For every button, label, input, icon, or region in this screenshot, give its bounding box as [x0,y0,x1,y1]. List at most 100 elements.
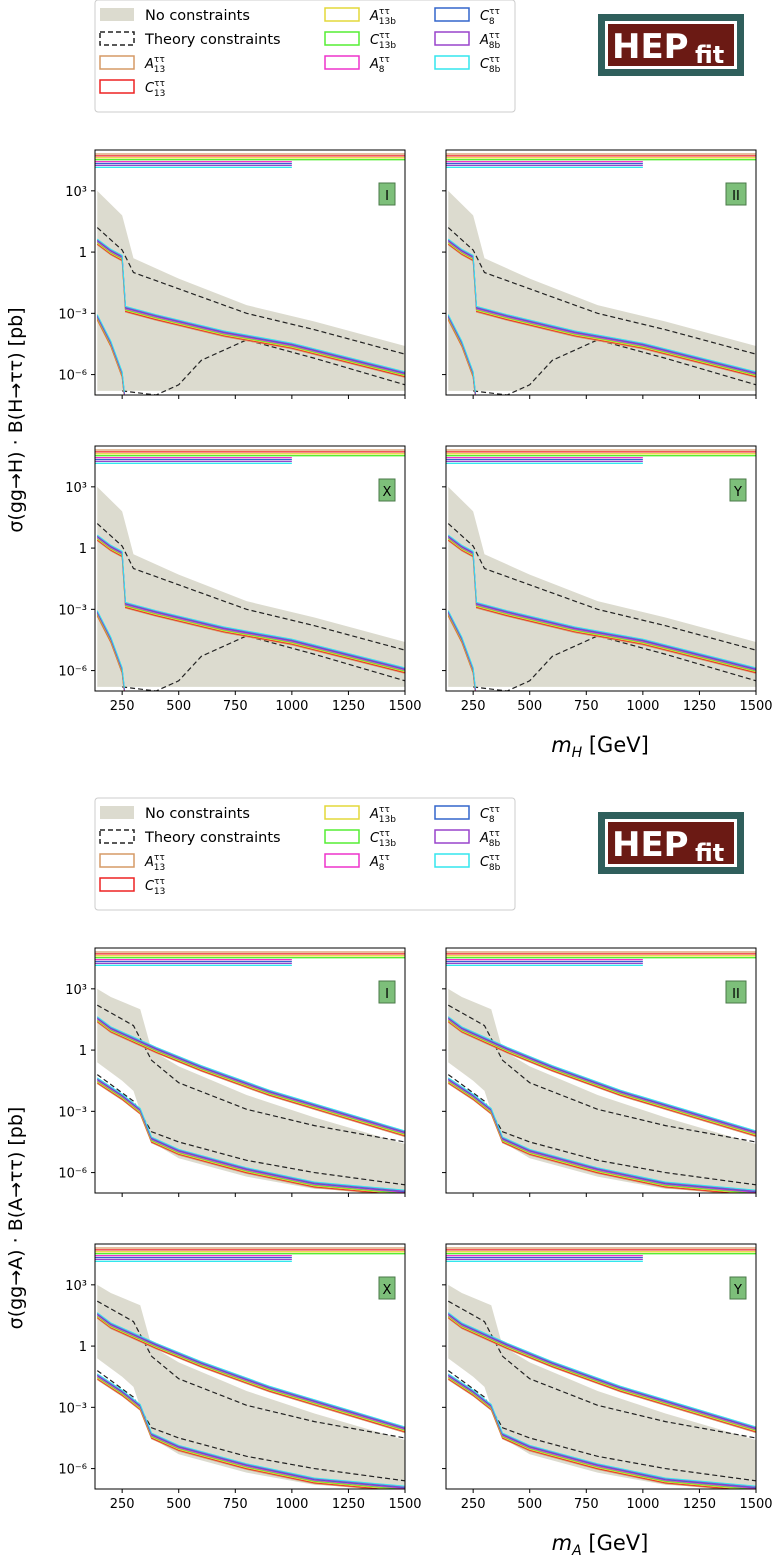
legend-swatch-c13b [324,31,360,46]
limit-curve-c13 [447,539,756,674]
y-axis-label: σ(gg→H) · B(H→ττ) [pb] [5,307,27,532]
panel-plot-area [446,951,756,1193]
logo-fill [608,822,734,864]
limit-curve-a13 [447,244,756,378]
limit-curve-c8b [447,1312,756,1428]
limit-curve-c13 [447,1317,756,1433]
limit-curve-c8 [96,240,405,374]
limit-curve-a8b [96,1017,405,1133]
limit-curve-low-a8 [96,1375,405,1489]
x-tick-label: 500 [517,1497,542,1512]
y-axis-label: σ(gg→A) · B(A→ττ) [pb] [5,1107,27,1330]
limit-curve-low-c13b [447,1376,756,1489]
legend-swatch-c13 [99,877,135,892]
limit-curve-a8 [447,241,756,375]
y-tick-label: 1 [79,1340,87,1355]
legend-swatch-c8 [434,805,470,820]
limit-curve-low-c8b [447,1077,756,1191]
limit-curve-c13 [96,1317,405,1433]
limit-curve-low-c13 [96,1082,388,1193]
limit-curve-low-c8 [447,1079,756,1193]
theory-upper-line [447,523,756,651]
panel-frame [94,445,406,692]
limit-curve-c8b [96,1016,405,1132]
limit-curve-low-a13b [96,1377,398,1489]
limit-curve-a8 [96,1314,405,1430]
limit-curve-low-a13 [96,1379,379,1489]
y-tick-label: 1 [79,1044,87,1059]
x-tick-label: 500 [517,699,542,714]
model-badge-label: I [385,189,389,204]
legend-swatch-c13 [99,79,135,94]
model-badge [729,1276,747,1300]
model-badge-label: Y [733,1283,742,1298]
no-constraints-region [448,486,756,687]
legend-label-a8b: Aττ 8b [479,829,500,849]
limit-curve-low-a8b [447,1374,756,1488]
theory-lower-line [96,1370,405,1482]
theory-upper-line [447,227,756,355]
panel-0-X: X 10³ 1 10⁻³ 10⁻⁶ 250 500 750 1000 1250 1500 [58,445,422,714]
limit-curve-low-a13b [447,1377,749,1489]
x-tick-label: 1500 [739,1497,772,1512]
limit-curve-a8b [447,239,756,374]
y-tick-label: 10⁻³ [58,603,87,618]
panel-plot-area [95,1247,405,1489]
limit-curve-c13 [96,243,405,378]
legend-label-c8b: Cττ 8b [480,55,501,75]
limit-curve-a13 [96,1317,405,1434]
x-tick-label: 750 [574,1497,599,1512]
legend-label-fill: No constraints [145,8,250,24]
x-tick-label: 1500 [388,699,421,714]
model-badge-label: I [385,987,389,1002]
y-tick-label: 1 [79,542,87,557]
limit-curve-c13b [447,1019,756,1135]
limit-curve-a13b [96,242,405,377]
limit-curve-c8 [447,240,756,374]
legend-swatch-theory [99,829,135,844]
legend-label-a13b: Aττ 13b [369,7,396,27]
panel-frame [445,947,757,1194]
panel-frame [445,1243,757,1490]
panel-frame [94,149,406,396]
limit-curve-a13b [96,538,405,673]
limit-curve-c8b [96,1312,405,1428]
legend-swatch-a13b [324,7,360,22]
limit-curve-a8b [96,535,405,670]
limit-curve-a8b [447,535,756,670]
legend-label-c13: Cττ 13 [145,79,165,99]
limit-curve-a8b [447,1313,756,1429]
y-tick-label: 1 [79,246,87,261]
y-tick-label: 10⁻⁶ [58,1463,87,1478]
limit-curve-c13 [96,539,405,674]
x-tick-label: 500 [166,699,191,714]
legend-label-c13: Cττ 13 [145,877,165,897]
legend-swatch-a13 [99,55,135,70]
limit-curve-low-c8b [96,1077,405,1191]
legend-label-theory: Theory constraints [144,32,281,48]
legend-label-a13: Aττ 13 [144,853,165,873]
limit-curve-low-c8b [96,1373,405,1487]
panel-0-Y: Y 250 500 750 1000 1250 1500 [442,445,773,714]
limit-curve-a8b [96,1313,405,1429]
no-constraints-region [97,190,405,391]
limit-curve-c13b [447,1315,756,1431]
legend-swatch-a8b [434,31,470,46]
y-tick-label: 10³ [65,983,87,998]
y-tick-label: 10³ [65,1279,87,1294]
panel-plot-area [446,1247,756,1489]
theory-upper-line [96,1300,405,1439]
y-tick-label: 10⁻⁶ [58,1167,87,1182]
legend-label-fill: No constraints [145,806,250,822]
panel-frame [94,947,406,1194]
hepfit-logo: HEP fit [598,14,744,76]
x-tick-label: 1500 [388,1497,421,1512]
model-badge [725,182,747,206]
y-tick-label: 10⁻⁶ [58,369,87,384]
limit-curve-a13b [447,242,756,377]
legend-swatch-a13 [99,853,135,868]
limit-curve-low-a13b [447,1081,749,1193]
limit-curve-low-c13b [447,1080,756,1193]
limit-curve-a13 [96,540,405,674]
model-badge [378,1276,396,1300]
